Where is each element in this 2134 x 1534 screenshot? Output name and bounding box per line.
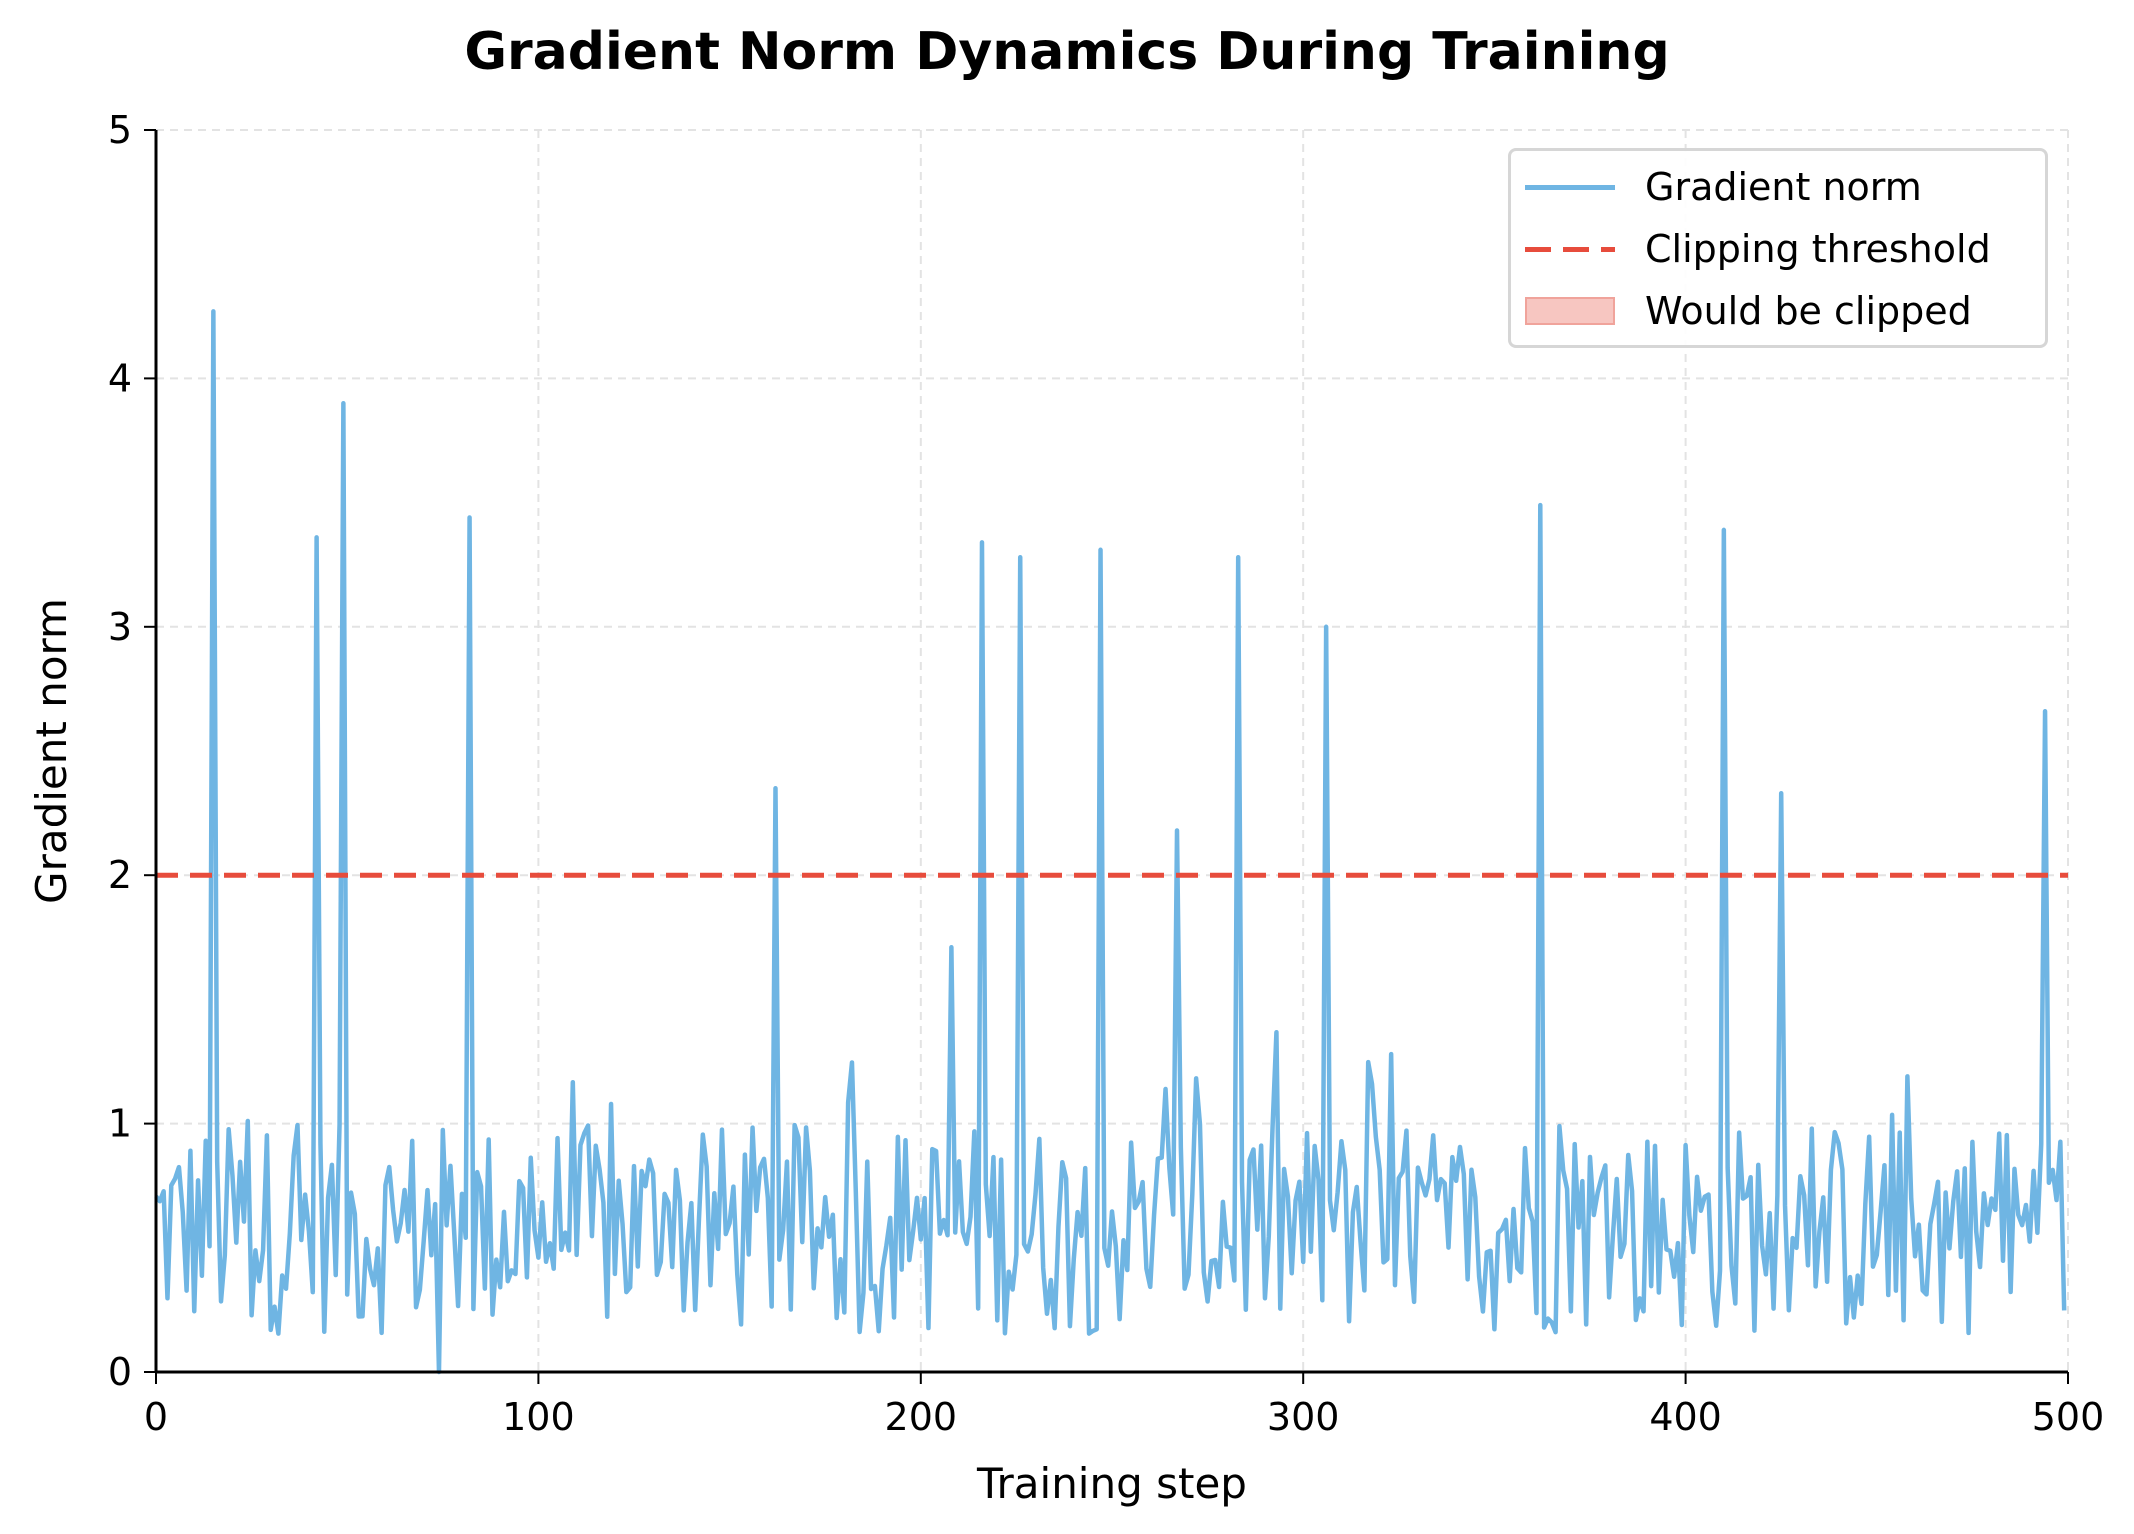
y-axis-label: Gradient norm — [27, 598, 76, 904]
x-tick-label: 300 — [1267, 1395, 1340, 1439]
gradient-norm-line — [154, 309, 2067, 1375]
tick-labels: 0 100 200 300 400 500 0 1 2 3 4 5 — [108, 108, 2104, 1439]
x-tick-label: 200 — [885, 1395, 958, 1439]
filled-patch-swatch-icon — [1525, 297, 1615, 325]
x-axis-label: Training step — [976, 1459, 1247, 1508]
x-tick-label: 100 — [502, 1395, 575, 1439]
x-tick-label: 0 — [144, 1395, 168, 1439]
y-tick-label: 2 — [108, 853, 132, 897]
x-tick-label: 500 — [2032, 1395, 2105, 1439]
chart-title: Gradient Norm Dynamics During Training — [464, 22, 1670, 82]
y-tick-label: 4 — [108, 356, 132, 400]
x-tick-label: 400 — [1649, 1395, 1722, 1439]
y-tick-label: 1 — [108, 1102, 132, 1146]
legend: Gradient norm Clipping threshold Would b… — [1508, 148, 2048, 348]
dashed-line-swatch-icon — [1525, 247, 1615, 252]
y-tick-label: 5 — [108, 108, 132, 152]
solid-line-swatch-icon — [1525, 185, 1615, 190]
axes — [154, 130, 2068, 1374]
y-tick-label: 0 — [108, 1350, 132, 1394]
y-tick-label: 3 — [108, 605, 132, 649]
